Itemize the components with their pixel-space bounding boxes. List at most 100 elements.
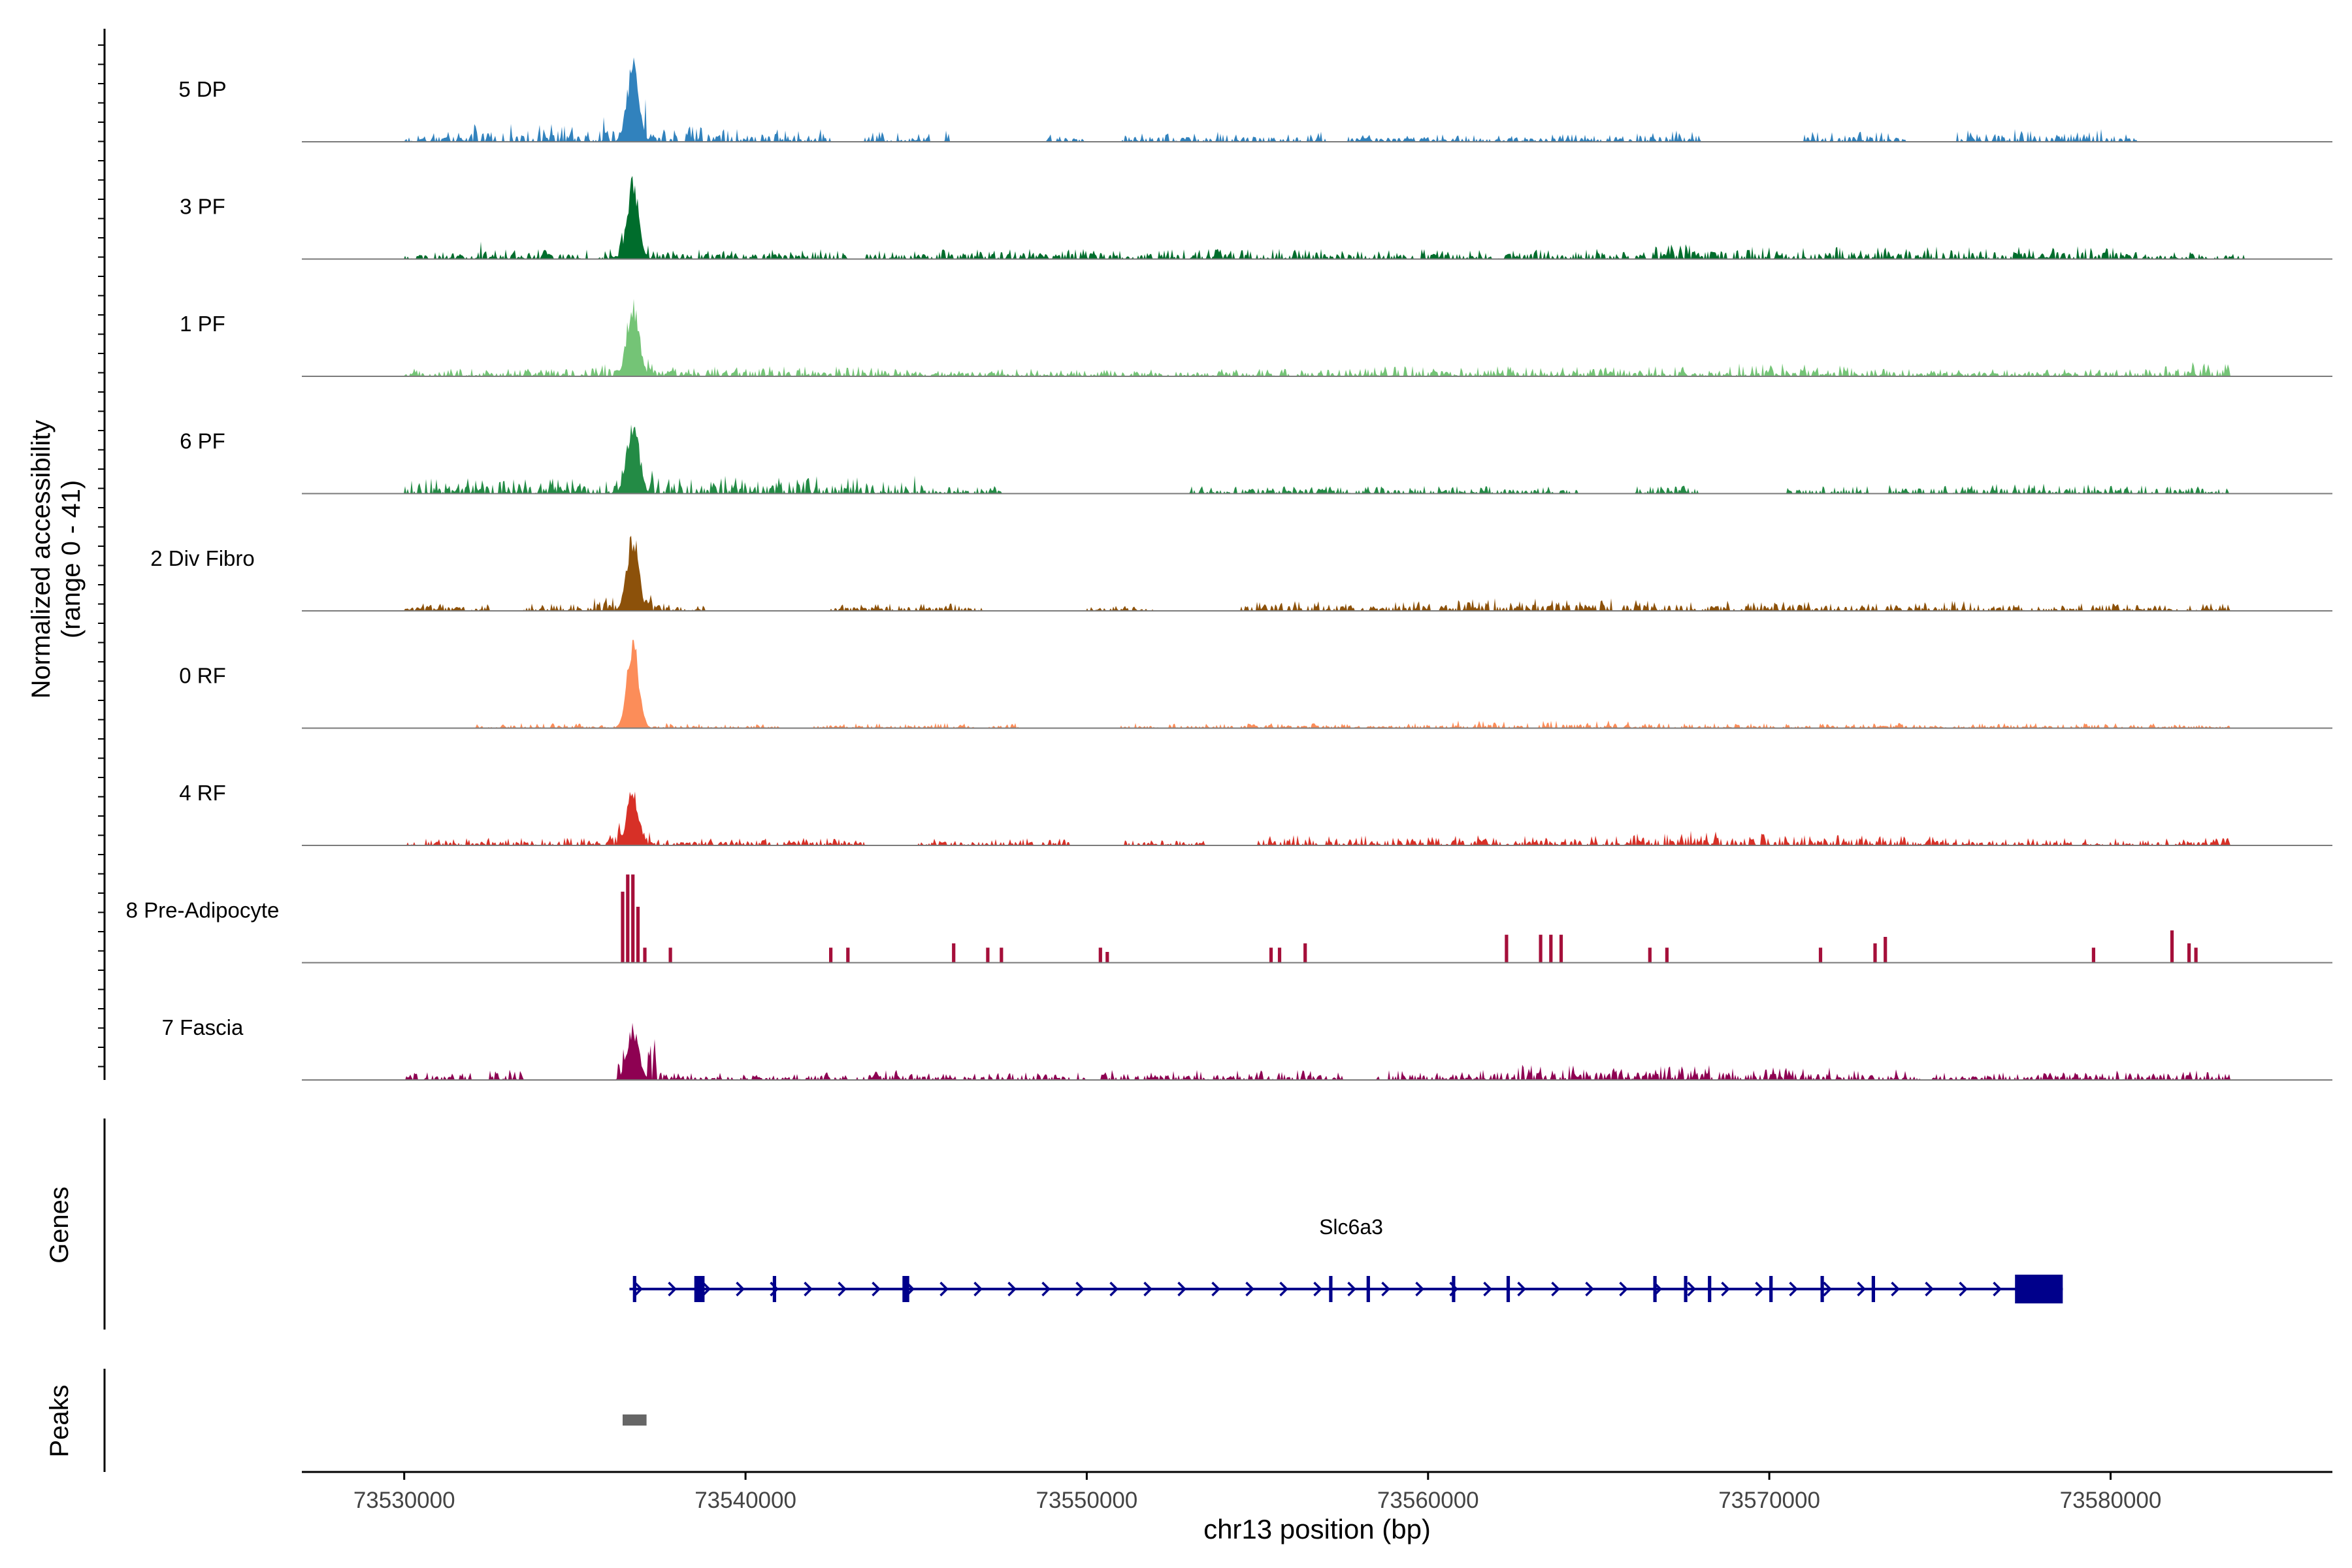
strand-arrow xyxy=(1211,1281,1220,1297)
strand-arrow xyxy=(1279,1281,1288,1297)
strand-arrow xyxy=(804,1281,813,1297)
strand-arrow xyxy=(1687,1281,1696,1297)
coverage-bar xyxy=(1098,947,1102,963)
coverage-track xyxy=(302,791,2332,846)
gene-exon xyxy=(1708,1276,1712,1302)
track-labels: 5 DP 3 PF 1 PF 6 PF 2 Div Fibro 0 RF 4 RF 8 Pre… xyxy=(126,77,280,1039)
strand-arrow xyxy=(1585,1281,1594,1297)
strand-arrow xyxy=(973,1281,983,1297)
peak-region xyxy=(623,1414,647,1426)
gene-exon xyxy=(1329,1276,1333,1302)
strand-arrow xyxy=(1415,1281,1424,1297)
strand-arrow xyxy=(1007,1281,1017,1297)
genes-track-label: Genes xyxy=(45,1186,74,1264)
x-tick-label: 73570000 xyxy=(1718,1488,1820,1513)
gene-exon xyxy=(1684,1276,1688,1302)
strand-arrow xyxy=(1109,1281,1119,1297)
coverage-bar xyxy=(1559,934,1563,963)
peaks-track-label: Peaks xyxy=(45,1384,74,1457)
coverage-area xyxy=(302,1022,2332,1080)
coverage-bar xyxy=(1539,934,1543,963)
track-label: 6 PF xyxy=(180,429,225,453)
strand-arrow xyxy=(1075,1281,1085,1297)
x-tick-label: 73580000 xyxy=(2060,1488,2162,1513)
strand-arrow xyxy=(1143,1281,1152,1297)
gene-exon xyxy=(1769,1276,1773,1302)
coverage-bar xyxy=(1277,947,1282,963)
coverage-area xyxy=(302,640,2332,728)
strand-arrow xyxy=(1245,1281,1254,1297)
track-label: 8 Pre-Adipocyte xyxy=(126,898,280,923)
x-tick-label: 73560000 xyxy=(1377,1488,1479,1513)
x-tick-label: 73540000 xyxy=(694,1488,796,1513)
coverage-bar xyxy=(1873,943,1877,963)
coverage-bar xyxy=(1000,947,1004,963)
strand-arrow xyxy=(1925,1281,1934,1297)
strand-arrow xyxy=(1619,1281,1628,1297)
coverage-area xyxy=(302,791,2332,845)
coverage-track xyxy=(302,874,2332,964)
coverage-bar xyxy=(952,943,956,963)
genes-panel xyxy=(103,1119,2063,1330)
strand-arrow xyxy=(634,1281,643,1297)
strand-arrow xyxy=(1177,1281,1186,1297)
strand-arrow xyxy=(939,1281,949,1297)
gene-exon xyxy=(1366,1276,1370,1302)
gene-exon xyxy=(1653,1276,1657,1302)
coverage-y-axis xyxy=(98,29,106,1080)
coverage-area xyxy=(302,57,2332,142)
coverage-bar xyxy=(1549,934,1553,963)
strand-arrow xyxy=(702,1281,711,1297)
coverage-bar xyxy=(1303,943,1307,963)
track-label: 7 Fascia xyxy=(162,1015,244,1039)
track-label: 1 PF xyxy=(180,312,225,336)
coverage-track xyxy=(302,640,2332,729)
strand-arrow xyxy=(668,1281,677,1297)
strand-arrow xyxy=(1891,1281,1900,1297)
gene-exon xyxy=(772,1276,776,1302)
strand-arrow xyxy=(1313,1281,1322,1297)
strand-arrow xyxy=(1347,1281,1356,1297)
coverage-bar xyxy=(621,891,625,963)
gene-exon xyxy=(1506,1276,1511,1302)
strand-arrow xyxy=(1823,1281,1832,1297)
strand-arrow xyxy=(1789,1281,1798,1297)
coverage-bar xyxy=(631,874,635,963)
strand-arrow xyxy=(1857,1281,1866,1297)
coverage-tracks xyxy=(302,57,2332,1081)
coverage-track xyxy=(302,424,2332,495)
coverage-area xyxy=(302,299,2332,376)
strand-arrow xyxy=(1755,1281,1764,1297)
coverage-bar xyxy=(1269,947,1273,963)
coverage-track xyxy=(302,57,2332,142)
track-label: 4 RF xyxy=(179,781,226,805)
x-tick-label: 73530000 xyxy=(353,1488,455,1513)
gene-exon xyxy=(1820,1276,1824,1302)
strand-arrow xyxy=(838,1281,847,1297)
coverage-bar xyxy=(626,874,630,963)
coverage-bar xyxy=(846,947,850,963)
coverage-bar xyxy=(1505,934,1509,963)
track-label: 2 Div Fibro xyxy=(150,546,255,570)
coverage-bar xyxy=(643,947,647,963)
strand-arrow xyxy=(1483,1281,1492,1297)
y-axis-label-range: (range 0 - 41) xyxy=(57,480,86,638)
y-axis-label: Normalized accessibility xyxy=(27,420,56,699)
coverage-bar xyxy=(1665,947,1669,963)
coverage-area xyxy=(302,535,2332,611)
x-tick-label: 73550000 xyxy=(1036,1488,1138,1513)
coverage-bar xyxy=(2194,947,2198,963)
coverage-track xyxy=(302,1022,2332,1081)
coverage-bar xyxy=(668,947,672,963)
peaks-panel xyxy=(103,1369,647,1472)
strand-arrow xyxy=(872,1281,881,1297)
coverage-bar xyxy=(636,906,640,963)
x-axis: 73530000 73540000 73550000 73560000 73570000… xyxy=(302,1471,2332,1513)
coverage-bar xyxy=(1648,947,1652,963)
coverage-area xyxy=(302,176,2332,259)
coverage-bar xyxy=(986,947,990,963)
gene-exon xyxy=(694,1276,705,1302)
coverage-track xyxy=(302,176,2332,260)
coverage-bar xyxy=(1884,937,1887,963)
